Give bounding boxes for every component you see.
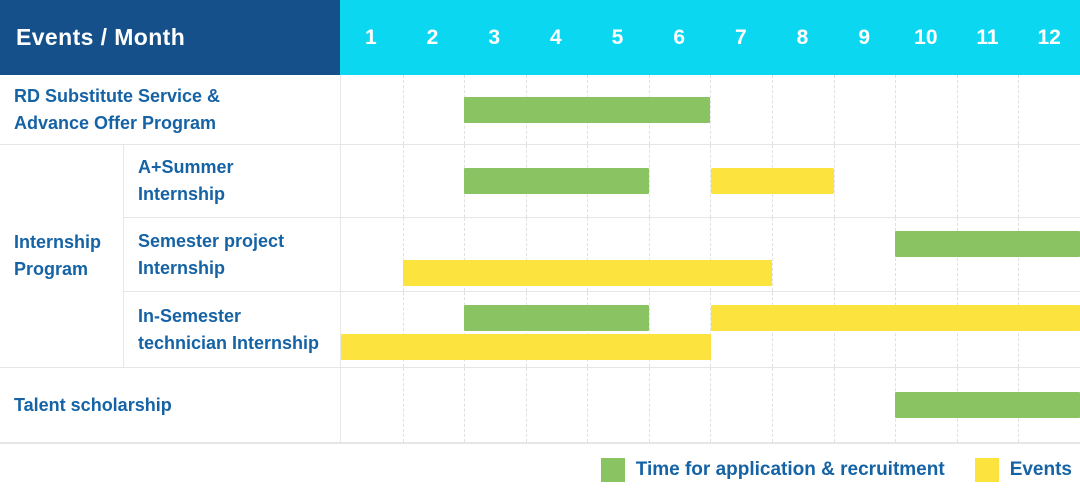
gantt-bar-green — [895, 392, 1080, 418]
gantt-table-body: RD Substitute Service & Advance Offer Pr… — [0, 75, 1080, 444]
month-column — [710, 368, 772, 442]
month-column — [587, 218, 649, 291]
month-column — [341, 75, 403, 144]
month-column — [648, 368, 711, 442]
month-header-7: 7 — [734, 25, 747, 49]
legend-label-application: Time for application & recruitment — [635, 458, 945, 480]
month-column — [341, 218, 403, 291]
gantt-bar-green — [464, 96, 711, 123]
row-label-in-semester-technician-internship: In-Semester technician Internship — [124, 292, 340, 368]
month-header-2: 2 — [426, 25, 439, 49]
month-header-11: 11 — [976, 25, 999, 49]
month-header-row: 1 2 3 4 5 6 7 8 9 10 11 12 — [340, 0, 1080, 75]
gantt-bar-green — [464, 168, 649, 194]
month-column — [710, 75, 772, 144]
legend: Time for application & recruitment Event… — [0, 444, 1080, 494]
month-column — [772, 368, 834, 442]
month-column — [895, 75, 957, 144]
gantt-bar-yellow — [341, 334, 711, 360]
legend-swatch-application-icon — [600, 457, 625, 482]
month-column — [587, 368, 649, 442]
month-column — [1018, 75, 1080, 144]
gantt-bar-yellow — [710, 305, 1080, 331]
row-chart-rd-substitute-service — [340, 75, 1080, 145]
month-column — [402, 75, 465, 144]
month-header-6: 6 — [673, 25, 685, 49]
month-column — [402, 218, 465, 291]
gantt-bar-green — [895, 231, 1080, 257]
month-column — [833, 75, 896, 144]
events-month-header: Events / Month — [0, 0, 340, 75]
month-column — [648, 292, 711, 367]
month-column — [648, 145, 711, 217]
month-header-1: 1 — [364, 25, 377, 49]
month-column — [464, 368, 526, 442]
month-header-10: 10 — [914, 25, 938, 49]
header-row: Events / Month 1 2 3 4 5 6 7 8 9 10 11 12 — [0, 0, 1080, 75]
month-header-12: 12 — [1037, 25, 1061, 49]
month-column — [956, 75, 1019, 144]
month-header-3: 3 — [488, 25, 500, 49]
row-chart-a-summer-internship — [340, 145, 1080, 218]
month-column — [772, 218, 834, 291]
month-column — [833, 368, 896, 442]
month-column — [402, 292, 465, 367]
gantt-bar-yellow — [710, 168, 834, 194]
row-label-rd-substitute-service: RD Substitute Service & Advance Offer Pr… — [0, 75, 340, 145]
row-label-semester-project-internship: Semester project Internship — [124, 218, 340, 292]
month-gridlines — [341, 75, 1080, 144]
row-chart-talent-scholarship — [340, 368, 1080, 443]
month-column — [833, 145, 896, 217]
month-header-9: 9 — [858, 25, 870, 49]
month-column — [895, 145, 957, 217]
month-column — [402, 368, 465, 442]
month-column — [341, 368, 403, 442]
gantt-bar-yellow — [402, 260, 773, 286]
legend-swatch-events-icon — [974, 457, 999, 482]
month-column — [341, 145, 403, 217]
group-label-internship-program: Internship Program — [0, 145, 124, 368]
month-column — [464, 218, 526, 291]
row-label-talent-scholarship: Talent scholarship — [0, 368, 340, 443]
month-header-8: 8 — [796, 25, 809, 49]
month-column — [710, 218, 772, 291]
month-column — [833, 218, 896, 291]
month-header-4: 4 — [549, 25, 562, 49]
month-column — [1018, 145, 1080, 217]
month-header-5: 5 — [611, 25, 624, 49]
row-chart-in-semester-technician-internship — [340, 292, 1080, 368]
month-column — [772, 75, 834, 144]
month-column — [525, 368, 588, 442]
month-column — [648, 218, 711, 291]
legend-label-events: Events — [1009, 458, 1072, 480]
row-chart-semester-project-internship — [340, 218, 1080, 292]
gantt-bar-green — [464, 305, 649, 331]
month-column — [402, 145, 465, 217]
month-column — [956, 145, 1019, 217]
row-label-a-summer-internship: A+Summer Internship — [124, 145, 340, 218]
month-column — [525, 218, 588, 291]
